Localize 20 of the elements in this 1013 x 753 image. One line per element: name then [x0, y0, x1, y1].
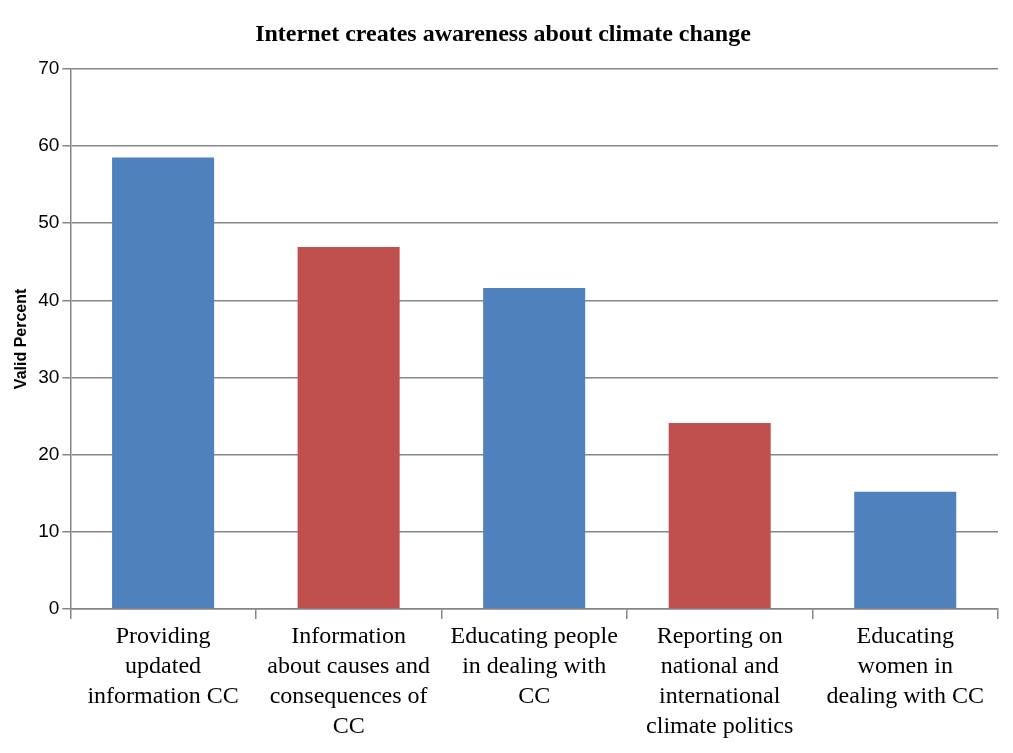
y-tick-label: 50 — [38, 211, 60, 233]
bar — [297, 247, 400, 609]
chart-title: Internet creates awareness about climate change — [255, 19, 752, 46]
y-tick-label: 70 — [38, 57, 60, 79]
x-tick-label: Educating women in dealing with CC — [826, 622, 984, 709]
x-tick-label: Information about causes and consequences of CC — [267, 622, 430, 739]
bar — [112, 157, 215, 609]
bar — [668, 423, 771, 609]
bar — [854, 491, 957, 609]
y-tick-label: 30 — [38, 365, 60, 387]
y-tick-label: 60 — [38, 134, 60, 156]
y-axis-title: Valid Percent — [12, 287, 30, 390]
y-tick-label: 0 — [48, 597, 60, 619]
x-tick-label: Providing updated information CC — [87, 622, 239, 709]
y-tick-label: 40 — [38, 288, 60, 310]
bar — [483, 287, 586, 609]
x-tick-label: Reporting on national and international climate politics — [646, 622, 794, 739]
y-tick-label: 10 — [38, 520, 60, 542]
y-tick-label: 20 — [38, 442, 60, 464]
x-tick-label: Educating people in dealing with CC — [450, 622, 618, 709]
